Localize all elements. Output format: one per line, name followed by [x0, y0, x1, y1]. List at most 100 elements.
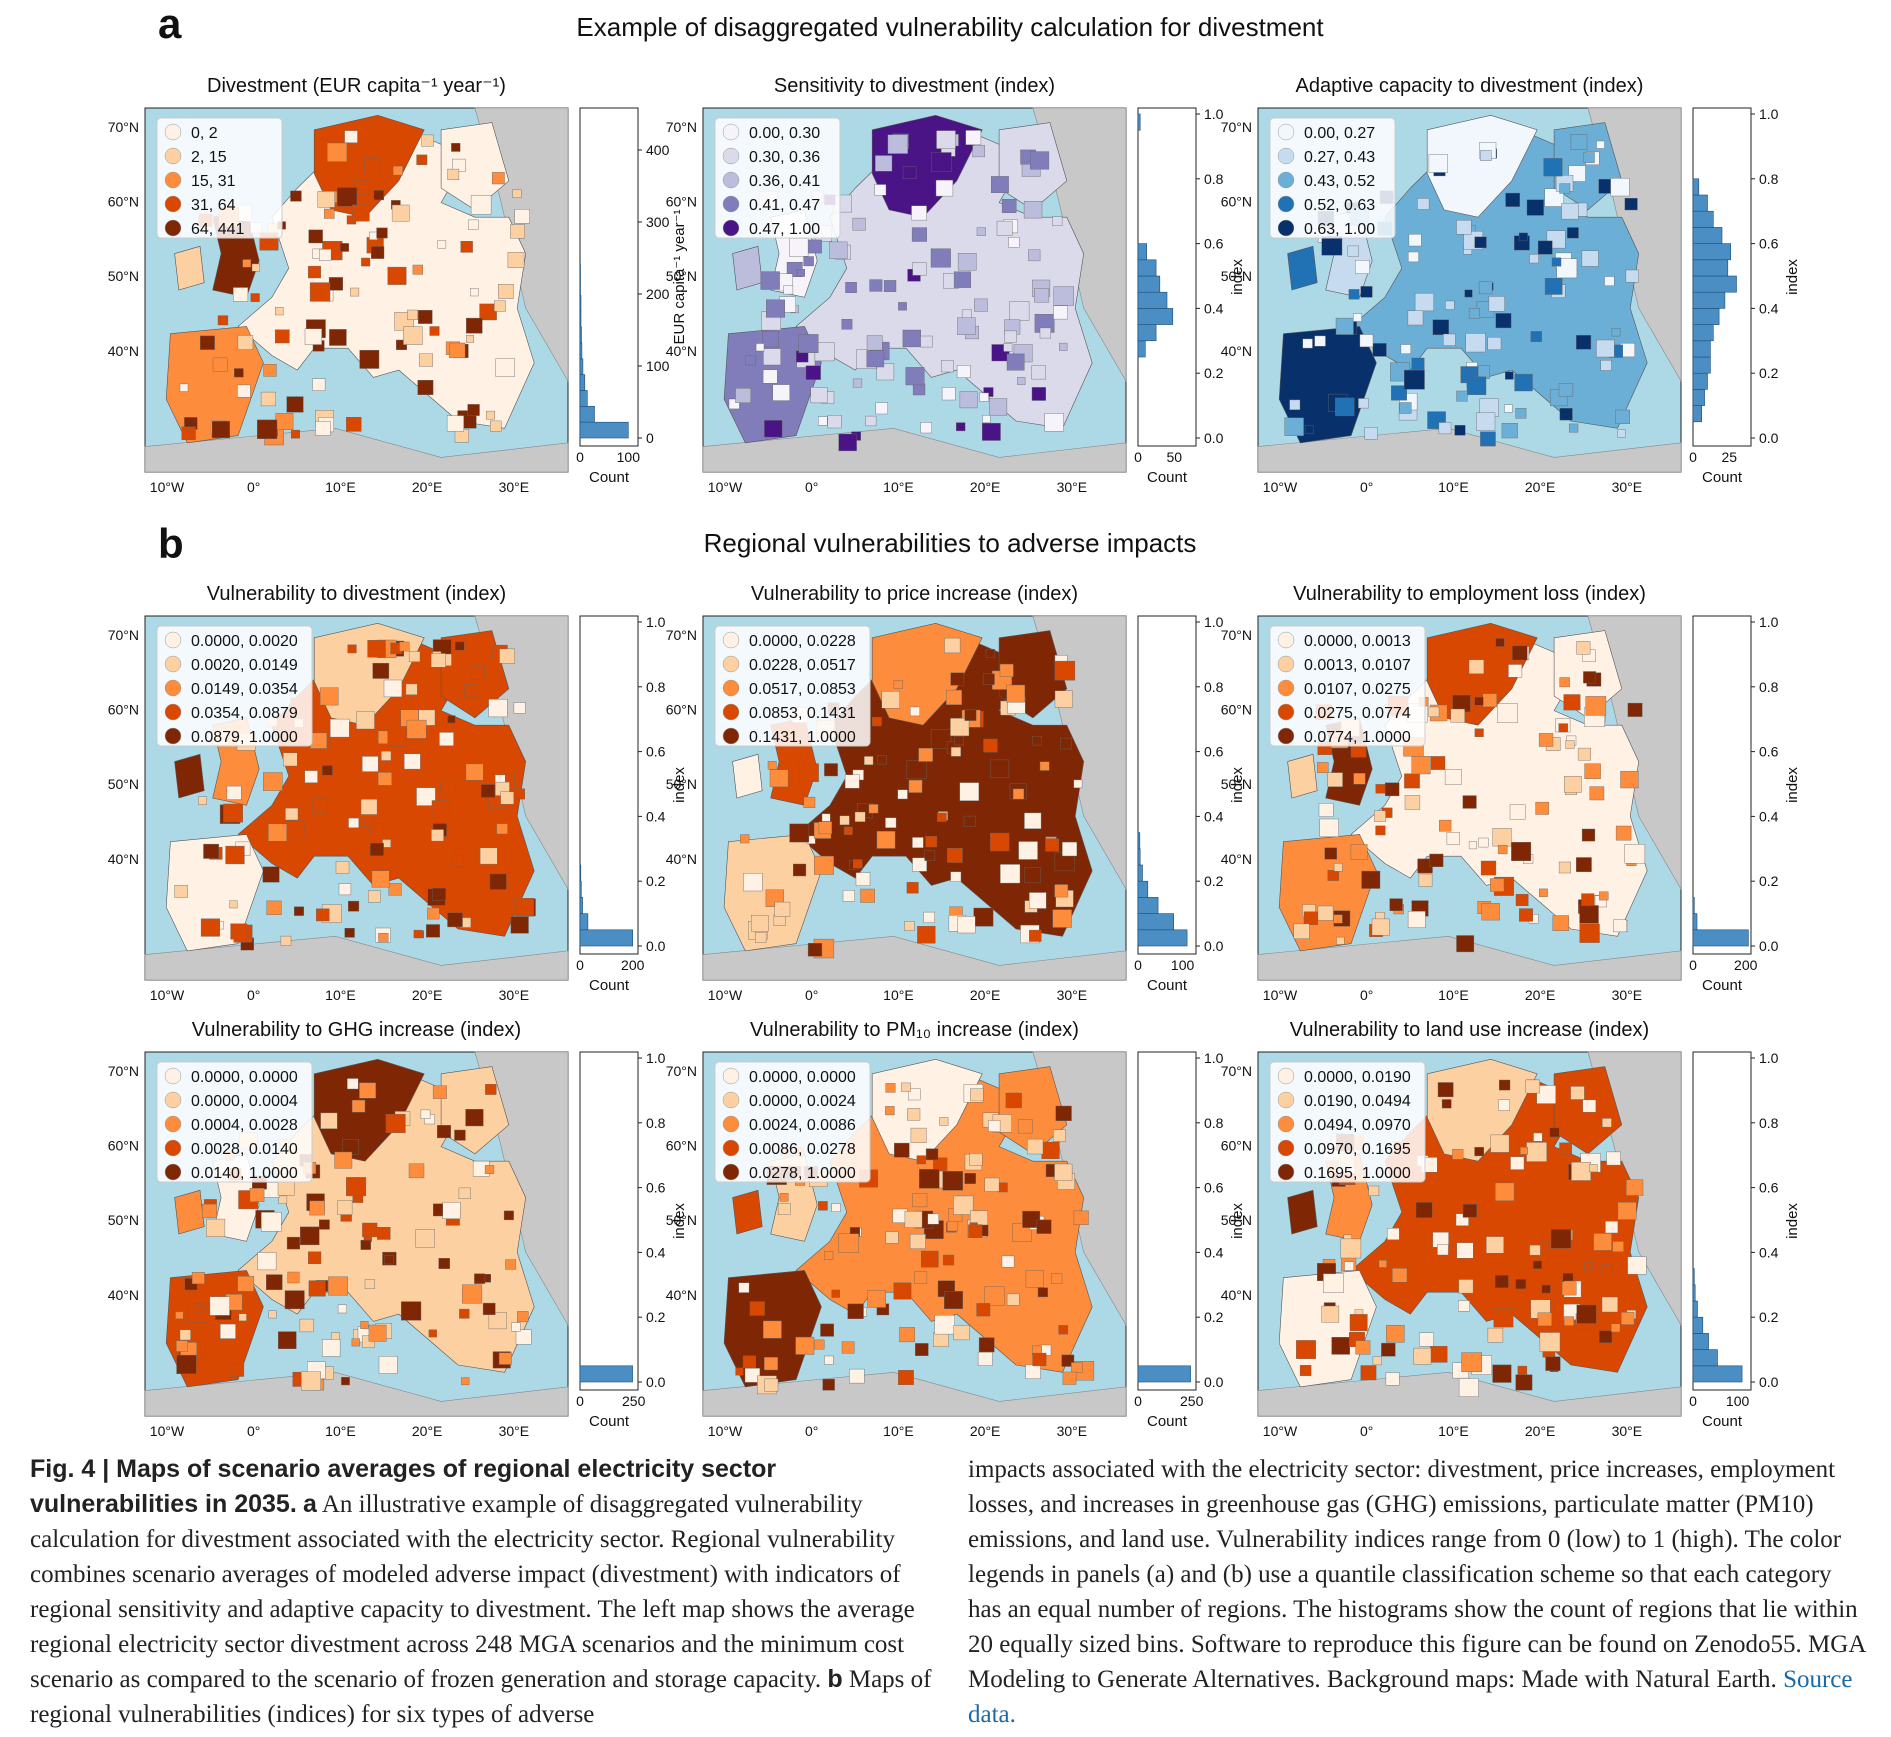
map-region — [793, 863, 807, 877]
lat-label: 60°N — [108, 1138, 139, 1154]
map-region — [1317, 762, 1329, 774]
map-region — [968, 1224, 983, 1238]
map-region — [1514, 373, 1533, 392]
map-region — [982, 423, 1001, 441]
map-region — [1589, 786, 1605, 801]
map-region — [1018, 841, 1038, 860]
map-region — [1289, 399, 1301, 410]
map-region — [927, 1213, 939, 1225]
legend-swatch — [164, 171, 182, 189]
map-region — [337, 187, 358, 207]
map-title: Divestment (EUR capita⁻¹ year⁻¹) — [207, 75, 506, 97]
lat-label: 60°N — [1221, 194, 1252, 210]
map-region — [1563, 694, 1581, 711]
map-region — [818, 416, 828, 426]
map-region — [1490, 878, 1505, 892]
map-region — [1012, 788, 1025, 800]
map-region — [337, 1200, 353, 1215]
hist-ytick-label: 0.4 — [646, 808, 666, 824]
hist-xtick-label: 0 — [1134, 1393, 1142, 1409]
map-region — [783, 285, 794, 295]
map-region — [199, 335, 215, 350]
map-region — [1023, 200, 1043, 219]
hist-bar — [1692, 227, 1723, 244]
hist-bar — [579, 263, 581, 280]
legend-label: 0.00, 0.30 — [749, 125, 820, 142]
map-region — [191, 1271, 205, 1285]
map-region — [408, 651, 421, 663]
map-region — [1284, 417, 1304, 436]
map-region — [974, 298, 988, 312]
map-region — [462, 1284, 483, 1304]
map-region — [286, 396, 304, 413]
map-region — [257, 419, 278, 439]
map-region — [510, 916, 529, 934]
map-region — [1517, 1365, 1528, 1375]
lat-label: 40°N — [108, 1287, 139, 1303]
map-region — [1381, 1342, 1396, 1357]
hist-xtick-label: 0 — [576, 449, 584, 465]
lon-label: 10°W — [1263, 1423, 1298, 1439]
map-region — [912, 262, 927, 276]
legend-swatch — [722, 1115, 740, 1133]
map-region — [377, 1226, 391, 1240]
caption-b-text: Maps of regional vulnerabilities (indice… — [30, 1666, 932, 1728]
map-region — [991, 176, 1009, 193]
map-region — [885, 1083, 896, 1093]
hist-ytick-label: 0.0 — [1204, 938, 1224, 954]
source-data-link[interactable]: Source data. — [968, 1666, 1853, 1728]
map-region — [1054, 1163, 1073, 1181]
map-region — [401, 1301, 422, 1321]
map-region — [919, 1169, 940, 1189]
map-region — [818, 821, 833, 835]
map-region — [1558, 861, 1571, 874]
map-region — [990, 832, 1010, 852]
map-landmass — [1287, 245, 1318, 291]
map-region — [263, 364, 277, 377]
map-region — [1299, 1365, 1312, 1376]
legend-swatch — [1277, 1115, 1295, 1133]
hist-xtick-label: 100 — [1171, 957, 1195, 973]
lon-label: 10°W — [708, 987, 743, 1003]
map-region — [953, 1195, 974, 1215]
hist-frame — [579, 615, 639, 955]
map-landmass — [174, 753, 205, 799]
map-region — [1053, 305, 1068, 320]
hist-bar — [1692, 1268, 1695, 1286]
map-region — [805, 365, 821, 380]
map-region — [925, 836, 938, 848]
map-region — [249, 1187, 265, 1202]
legend-label: 0.0086, 0.0278 — [749, 1141, 856, 1158]
map-region — [403, 326, 423, 345]
map-region — [972, 145, 985, 158]
map-region — [1314, 335, 1326, 347]
lon-label: 10°W — [1263, 479, 1298, 495]
map-region — [261, 1211, 282, 1232]
map-region — [1331, 1337, 1350, 1355]
map-region — [937, 812, 947, 822]
map-region — [1458, 1378, 1479, 1398]
hist-xtick-label: 0 — [1689, 449, 1697, 465]
map-region — [1327, 870, 1340, 881]
lon-label: 30°E — [1612, 479, 1643, 495]
map-region — [764, 1378, 779, 1392]
map-region — [979, 392, 989, 402]
map-landmass — [732, 753, 763, 799]
map-region — [266, 1274, 283, 1290]
map-region — [829, 241, 848, 259]
map-region — [447, 715, 456, 724]
map-region — [505, 1259, 517, 1270]
map-region — [1462, 795, 1477, 809]
map-region — [466, 335, 475, 343]
map-region — [311, 797, 328, 813]
map-region — [876, 363, 895, 381]
lat-label: 70°N — [666, 1063, 697, 1079]
map-region — [827, 415, 842, 429]
map-region — [1570, 134, 1588, 150]
map-region — [751, 915, 769, 932]
map-region — [942, 1171, 964, 1191]
lat-label: 70°N — [1221, 119, 1252, 135]
lat-label: 60°N — [666, 1138, 697, 1154]
legend-label: 0, 2 — [191, 125, 218, 142]
map-region — [950, 718, 970, 737]
